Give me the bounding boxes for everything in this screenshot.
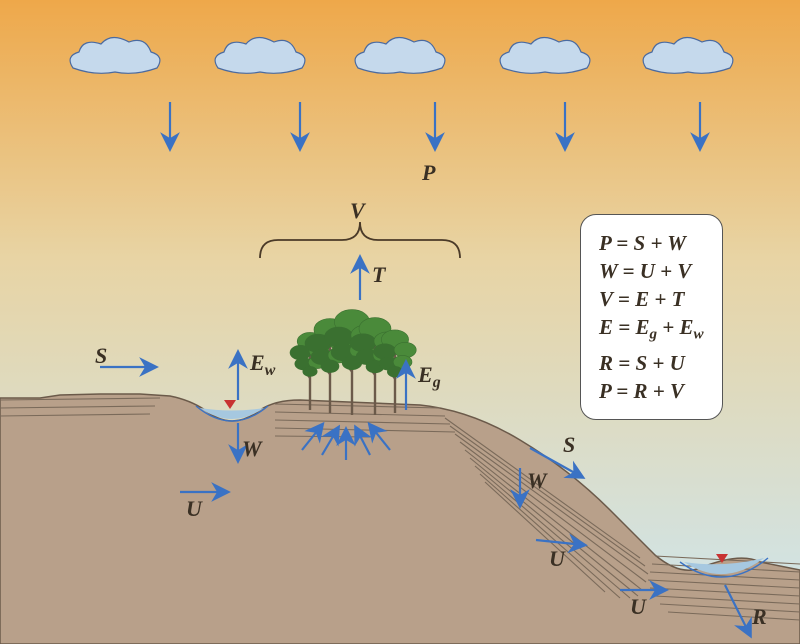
- equation: R = S + U: [599, 349, 704, 377]
- equation: W = U + V: [599, 257, 704, 285]
- label-W2: W: [527, 468, 547, 494]
- label-W1: W: [242, 436, 262, 462]
- equation: P = R + V: [599, 377, 704, 405]
- label-S1: S: [95, 343, 107, 369]
- equation: V = E + T: [599, 285, 704, 313]
- label-S2: S: [563, 432, 575, 458]
- label-T: T: [372, 262, 385, 288]
- label-U3: U: [630, 594, 646, 620]
- label-P: P: [422, 160, 435, 186]
- label-Ew: Ew: [250, 350, 275, 380]
- label-U1: U: [186, 496, 202, 522]
- label-U2: U: [549, 546, 565, 572]
- equation: P = S + W: [599, 229, 704, 257]
- equation: E = Eg + Ew: [599, 313, 704, 349]
- diagram-root: P = S + WW = U + VV = E + TE = Eg + EwR …: [0, 0, 800, 644]
- label-Eg: Eg: [418, 362, 441, 392]
- label-R: R: [752, 604, 767, 630]
- label-V: V: [350, 198, 365, 224]
- equations-box: P = S + WW = U + VV = E + TE = Eg + EwR …: [580, 214, 723, 420]
